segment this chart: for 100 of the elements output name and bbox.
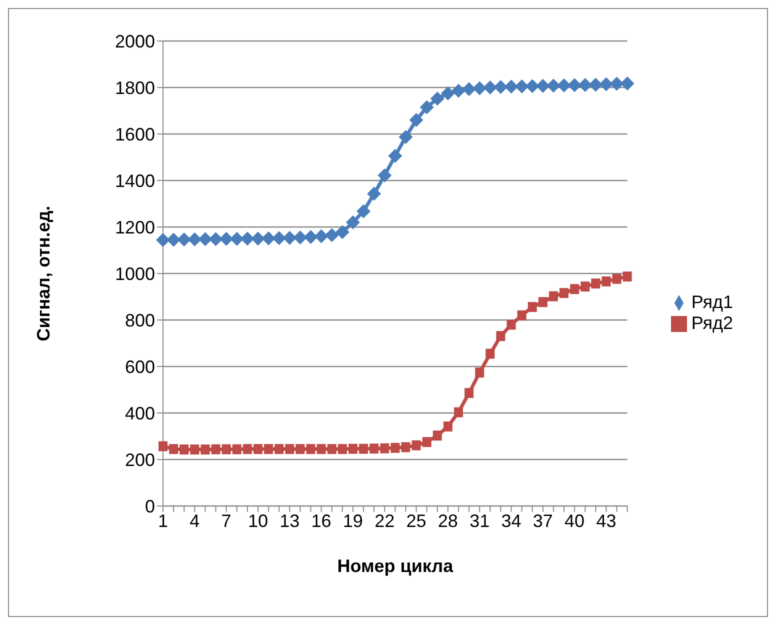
point	[525, 79, 540, 94]
point	[409, 113, 424, 128]
point	[483, 80, 498, 94]
y-tick-label: 1800	[114, 78, 155, 98]
point	[591, 278, 600, 288]
point	[506, 320, 516, 330]
y-tick-label: 1000	[114, 264, 155, 284]
point	[324, 228, 339, 242]
point	[359, 444, 368, 454]
x-tick-label: 16	[311, 510, 332, 531]
point	[472, 81, 487, 96]
legend-label: Ряд2	[691, 312, 733, 332]
point	[250, 232, 265, 246]
x-tick-label: 25	[406, 510, 426, 531]
point	[219, 232, 234, 246]
point	[599, 77, 614, 92]
point	[169, 444, 178, 454]
y-tick-label: 400	[124, 403, 155, 424]
point	[208, 232, 223, 246]
point	[253, 444, 262, 454]
point	[282, 230, 297, 245]
point	[432, 430, 442, 441]
point	[198, 232, 212, 246]
point	[420, 100, 434, 114]
point	[570, 284, 580, 294]
y-tick-label: 600	[124, 356, 155, 377]
point	[422, 437, 432, 448]
point	[612, 274, 622, 284]
point	[304, 230, 318, 244]
point	[517, 310, 526, 320]
x-tick-label: 13	[280, 510, 300, 531]
x-tick-label: 22	[374, 510, 395, 531]
x-tick-label: 7	[221, 510, 232, 531]
point	[504, 80, 518, 94]
point	[335, 225, 350, 240]
point	[348, 444, 358, 454]
point	[462, 82, 476, 96]
y-tick-label: 1600	[114, 124, 155, 144]
point	[327, 444, 336, 454]
point	[296, 444, 305, 454]
point	[166, 232, 181, 247]
x-tick-label: 34	[501, 510, 522, 531]
x-tick-label: 28	[438, 510, 458, 531]
point	[211, 444, 220, 454]
point	[180, 444, 189, 455]
point	[528, 302, 537, 312]
point	[602, 276, 611, 286]
x-axis-title: Номер цикла	[337, 556, 454, 576]
point	[390, 442, 400, 453]
point	[316, 444, 326, 454]
point	[356, 204, 371, 218]
y-tick-label: 200	[124, 450, 155, 470]
x-tick-label: 4	[190, 510, 200, 531]
point	[412, 440, 421, 450]
point	[240, 232, 254, 246]
y-tick-label: 2000	[114, 31, 155, 52]
point	[430, 92, 444, 106]
point	[538, 297, 548, 308]
point	[285, 444, 294, 454]
point	[380, 443, 390, 454]
point	[262, 231, 276, 246]
point	[454, 407, 463, 418]
legend-label: Ряд1	[691, 292, 733, 312]
point	[158, 441, 168, 452]
point	[568, 78, 582, 92]
point	[222, 444, 231, 454]
point	[370, 444, 379, 454]
point	[610, 76, 624, 91]
point	[388, 148, 402, 163]
x-tick-label: 37	[532, 510, 553, 531]
point	[306, 444, 316, 454]
point	[486, 348, 495, 359]
x-tick-label: 19	[342, 510, 363, 531]
point	[272, 231, 286, 246]
point	[451, 84, 466, 98]
point	[620, 76, 634, 91]
point	[378, 168, 392, 182]
point	[274, 444, 284, 454]
point	[367, 186, 382, 201]
point	[264, 444, 274, 454]
point	[314, 229, 328, 244]
point	[622, 272, 632, 282]
point	[188, 232, 202, 246]
point	[536, 78, 550, 93]
y-axis-title: Сигнал, отн.ед.	[33, 206, 54, 342]
point	[557, 78, 572, 92]
point	[232, 444, 242, 454]
point	[578, 78, 592, 92]
point	[548, 291, 558, 302]
point	[242, 444, 252, 454]
point	[560, 288, 569, 298]
point	[190, 444, 200, 455]
point	[588, 78, 603, 92]
y-tick-label: 1400	[114, 170, 155, 191]
point	[464, 388, 474, 398]
point	[580, 282, 590, 292]
point	[346, 215, 360, 230]
point	[494, 80, 508, 94]
point	[401, 442, 410, 452]
point	[496, 331, 506, 342]
